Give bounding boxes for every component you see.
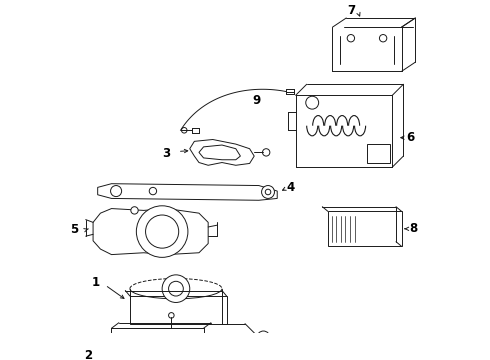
Circle shape	[169, 281, 183, 296]
Text: 5: 5	[71, 223, 79, 236]
Circle shape	[146, 215, 179, 248]
Circle shape	[214, 341, 236, 360]
Circle shape	[111, 185, 122, 197]
Bar	[130, 296, 226, 324]
Text: 9: 9	[253, 94, 261, 107]
Bar	[328, 211, 401, 246]
Circle shape	[379, 35, 387, 42]
Text: 6: 6	[407, 131, 415, 144]
Circle shape	[162, 275, 190, 302]
Circle shape	[306, 96, 318, 109]
Circle shape	[347, 35, 355, 42]
Bar	[367, 144, 391, 162]
Circle shape	[131, 207, 138, 214]
Circle shape	[181, 127, 187, 133]
Polygon shape	[199, 145, 241, 160]
Circle shape	[169, 312, 174, 318]
Text: 4: 4	[287, 181, 295, 194]
Text: 3: 3	[163, 147, 171, 160]
Bar	[119, 334, 196, 360]
Circle shape	[262, 185, 274, 198]
Polygon shape	[93, 208, 208, 255]
Text: 2: 2	[84, 350, 93, 360]
Circle shape	[136, 206, 188, 257]
Circle shape	[265, 189, 271, 195]
Polygon shape	[98, 184, 277, 200]
Polygon shape	[190, 140, 254, 165]
Text: 8: 8	[409, 222, 417, 235]
Circle shape	[263, 149, 270, 156]
Circle shape	[257, 331, 270, 344]
Text: 1: 1	[92, 276, 100, 289]
Circle shape	[149, 188, 157, 195]
Text: 7: 7	[347, 4, 355, 17]
